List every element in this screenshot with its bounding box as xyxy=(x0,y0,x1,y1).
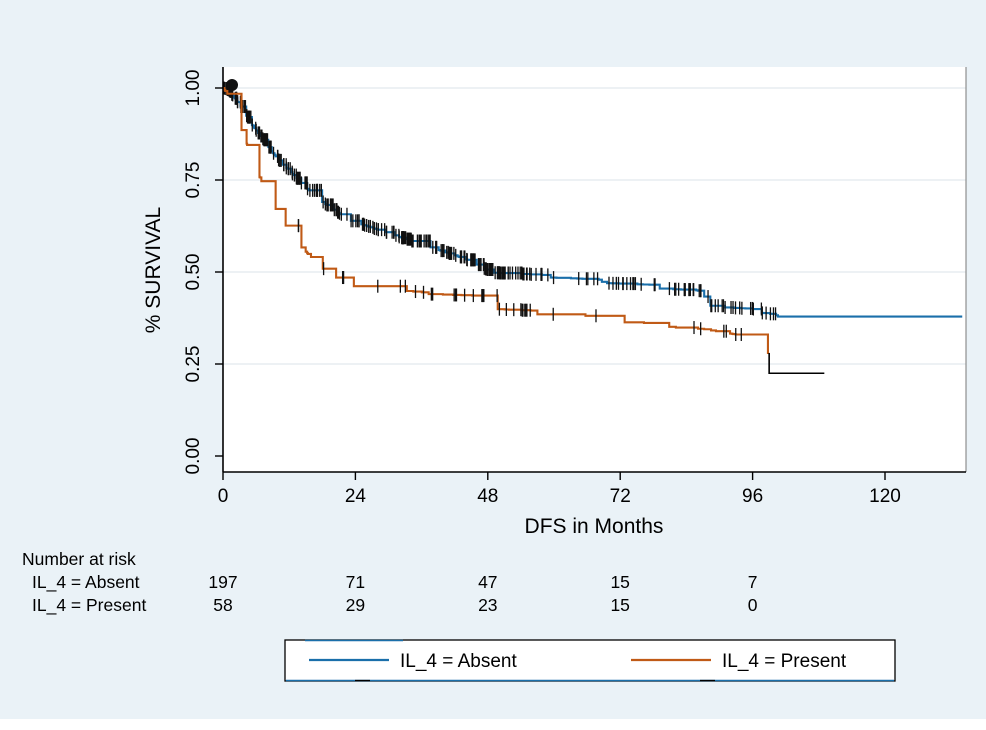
svg-text:DFS in Months: DFS in Months xyxy=(525,515,664,538)
svg-text:IL_4 = Absent: IL_4 = Absent xyxy=(32,572,140,593)
svg-text:197: 197 xyxy=(208,572,237,592)
svg-text:48: 48 xyxy=(477,486,498,507)
svg-text:15: 15 xyxy=(610,595,629,615)
svg-text:120: 120 xyxy=(869,486,901,507)
svg-text:1.00: 1.00 xyxy=(183,70,204,107)
svg-text:0.00: 0.00 xyxy=(183,438,204,475)
svg-text:% SURVIVAL: % SURVIVAL xyxy=(142,207,165,333)
svg-text:7: 7 xyxy=(748,572,758,592)
svg-text:72: 72 xyxy=(610,486,631,507)
svg-text:IL_4 = Absent: IL_4 = Absent xyxy=(400,651,517,672)
svg-text:0: 0 xyxy=(748,595,758,615)
svg-text:29: 29 xyxy=(346,595,365,615)
svg-text:0.50: 0.50 xyxy=(183,254,204,291)
svg-text:0: 0 xyxy=(218,486,229,507)
svg-text:96: 96 xyxy=(742,486,763,507)
svg-text:15: 15 xyxy=(610,572,629,592)
svg-text:24: 24 xyxy=(345,486,367,507)
svg-text:47: 47 xyxy=(478,572,497,592)
svg-text:IL_4 = Present: IL_4 = Present xyxy=(722,651,847,672)
svg-text:Number at risk: Number at risk xyxy=(22,549,136,569)
svg-text:IL_4 = Present: IL_4 = Present xyxy=(32,595,146,616)
svg-text:0.25: 0.25 xyxy=(183,346,204,383)
svg-text:23: 23 xyxy=(478,595,497,615)
svg-text:71: 71 xyxy=(346,572,365,592)
svg-text:58: 58 xyxy=(213,595,232,615)
svg-text:0.75: 0.75 xyxy=(183,162,204,199)
